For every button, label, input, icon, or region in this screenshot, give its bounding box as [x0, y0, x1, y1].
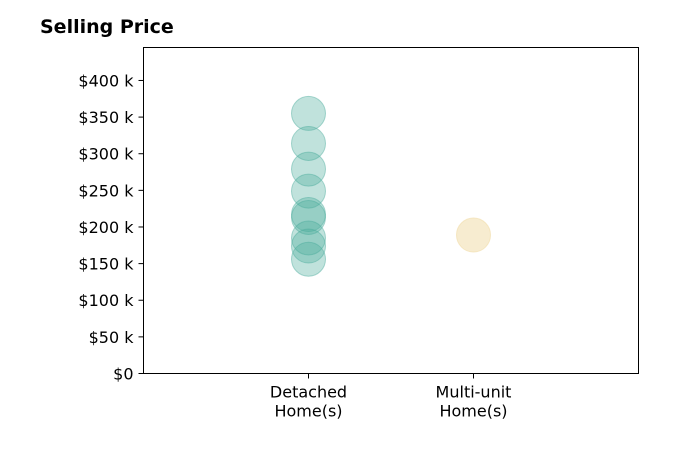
data-point	[291, 199, 326, 235]
y-tick-label: $50 k	[89, 328, 135, 347]
x-tick-label: Detached Home(s)	[270, 383, 347, 421]
data-point	[291, 228, 326, 264]
y-tick-label: $400 k	[78, 71, 134, 90]
data-points	[291, 95, 491, 277]
plot-frame	[143, 47, 639, 374]
y-axis: $0 $50 k $100 k $150 k $200 k $250 k $300 k $35…	[78, 71, 144, 384]
data-point	[291, 173, 326, 209]
y-tick-label: $300 k	[78, 145, 134, 164]
y-tick-label: $150 k	[78, 255, 134, 274]
data-point	[291, 125, 326, 161]
data-point	[291, 95, 326, 131]
x-axis: Detached Home(s) Multi-unit Home(s)	[270, 373, 512, 421]
data-point	[291, 197, 326, 233]
data-point	[291, 241, 326, 277]
y-tick-label: $350 k	[78, 108, 134, 127]
y-tick-label: $100 k	[78, 291, 134, 310]
x-tick-label: Multi-unit Home(s)	[436, 383, 512, 421]
data-point	[291, 151, 326, 187]
y-tick-label: $0	[113, 365, 133, 384]
data-point	[456, 217, 491, 253]
chart-title: Selling Price	[40, 16, 174, 38]
y-tick-label: $250 k	[78, 181, 134, 200]
y-tick-label: $200 k	[78, 218, 134, 237]
data-point	[291, 220, 326, 256]
